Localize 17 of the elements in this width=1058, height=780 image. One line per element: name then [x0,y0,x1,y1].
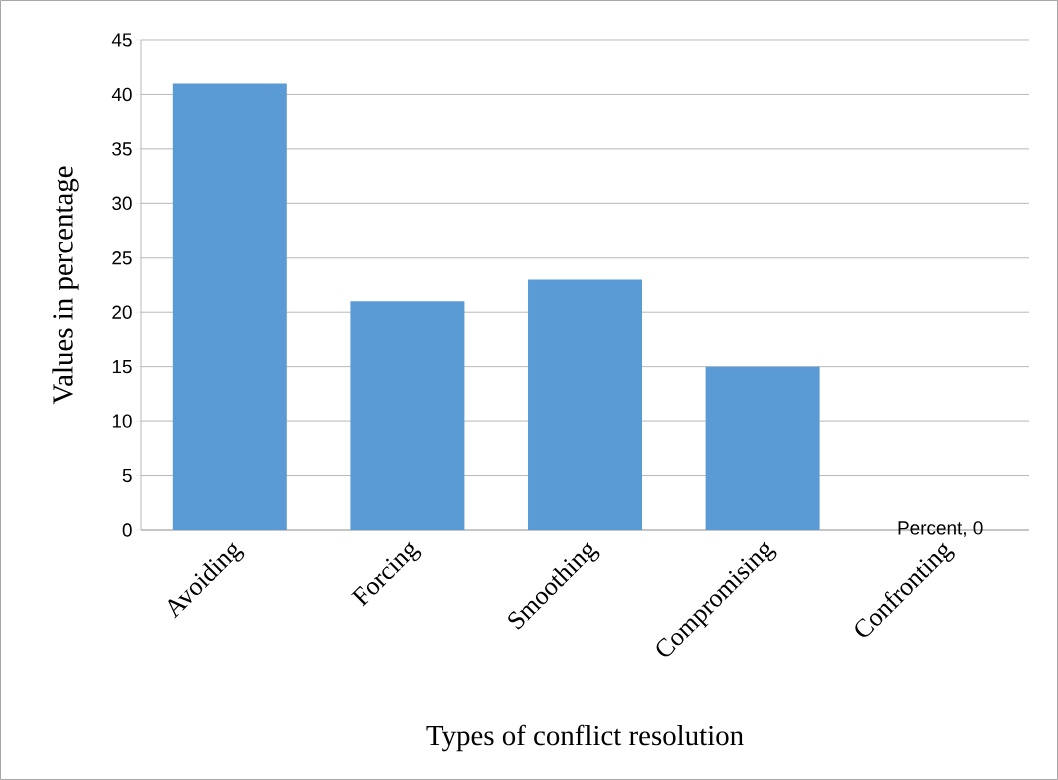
bar [350,301,465,530]
y-tick-label: 0 [122,523,132,537]
y-tick-label: 20 [112,305,132,319]
y-tick-label: 30 [112,196,132,211]
x-axis-title: Types of conflict resolution [426,724,744,752]
bar [528,279,643,530]
bar [172,83,287,530]
bar [705,366,820,530]
y-axis-title: Values in percentage [52,166,79,405]
y-tick-label: 40 [111,87,132,102]
y-tick-label: 5 [122,468,132,483]
y-tick-label: 35 [112,142,132,156]
y-tick-label: 25 [112,251,132,265]
y-tick-label: 10 [112,414,132,428]
y-tick-label: 45 [111,33,132,47]
y-tick-label: 15 [112,360,132,374]
data-label: Percent, 0 [898,521,983,537]
